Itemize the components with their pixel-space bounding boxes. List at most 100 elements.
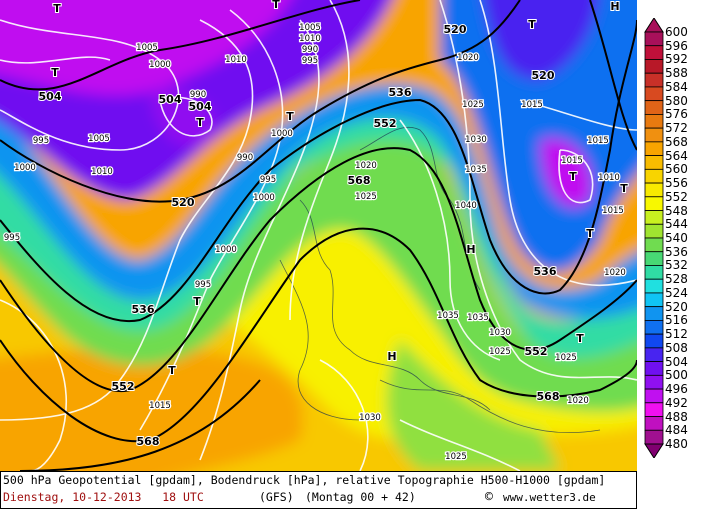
pressure-label: 1030 <box>465 135 487 145</box>
legend-label: 548 <box>665 203 688 218</box>
legend-label: 516 <box>665 313 688 328</box>
low-pressure-marker: T <box>196 116 204 129</box>
geopotential-label: 536 <box>132 303 155 316</box>
legend-label: 524 <box>665 285 688 300</box>
contour-labels: 504 504 504 520 520 536 552 568 520 536 552 568 536 5… <box>3 0 630 463</box>
legend-swatch <box>644 210 664 225</box>
low-pressure-marker: T <box>168 364 176 377</box>
legend-swatch <box>644 86 664 102</box>
high-pressure-marker: H <box>387 350 396 363</box>
pressure-label: 1015 <box>149 401 171 411</box>
legend-label: 508 <box>665 340 688 355</box>
low-pressure-marker: T <box>620 182 628 195</box>
pressure-label: 1000 <box>253 193 275 203</box>
legend-swatch <box>644 265 664 280</box>
legend-swatch <box>644 278 664 294</box>
geopotential-label: 520 <box>172 196 195 209</box>
legend-swatch <box>644 196 664 211</box>
pressure-label: 1035 <box>467 313 489 323</box>
legend-swatch <box>644 333 664 349</box>
legend-label: 536 <box>665 244 688 259</box>
pressure-label: 1020 <box>355 161 377 171</box>
pressure-label: 1000 <box>14 163 36 173</box>
forecast-date: Dienstag, 10-12-2013 18 UTC <box>3 490 204 504</box>
legend-label: 484 <box>665 423 688 438</box>
coastlines <box>279 126 601 434</box>
pressure-label: 995 <box>33 136 49 146</box>
legend-label: 584 <box>665 79 688 94</box>
low-pressure-marker: T <box>272 0 280 11</box>
legend-swatch <box>644 168 664 184</box>
legend-swatch <box>644 141 664 157</box>
legend-label: 540 <box>665 231 688 245</box>
pressure-label: 1030 <box>489 328 511 338</box>
low-pressure-marker: T <box>576 332 584 345</box>
legend-label: 556 <box>665 176 688 191</box>
legend-swatch <box>644 59 664 74</box>
legend-swatch <box>644 31 664 47</box>
legend-label: 564 <box>665 148 688 163</box>
legend-swatch <box>644 251 664 266</box>
pressure-label: 990 <box>190 90 206 100</box>
pressure-label: 1025 <box>445 452 467 462</box>
legend-label: 500 <box>665 368 688 383</box>
legend-swatch <box>644 292 664 308</box>
legend-swatch <box>644 319 664 335</box>
legend-label: 492 <box>665 395 688 410</box>
legend-swatch <box>644 182 664 198</box>
pressure-label: 990 <box>237 153 253 163</box>
weather-map: 504 504 504 520 520 536 552 568 520 536 552 568 536 5… <box>0 0 637 471</box>
legend-label: 532 <box>665 258 688 273</box>
legend-swatch <box>644 416 664 431</box>
pressure-label: 1010 <box>91 167 113 177</box>
legend-label: 512 <box>665 327 688 342</box>
legend-label: 480 <box>665 437 688 451</box>
legend-swatch <box>644 361 664 376</box>
geopotential-label: 568 <box>537 390 560 403</box>
pressure-label: 1020 <box>457 53 479 63</box>
legend-swatch <box>644 402 664 417</box>
legend-label: 576 <box>665 107 688 122</box>
legend-label: 592 <box>665 52 688 67</box>
legend-label: 528 <box>665 272 688 287</box>
map-caption: 500 hPa Geopotential [gpdam], Bodendruck… <box>0 471 637 509</box>
legend-swatch <box>644 45 664 60</box>
geopotential-label: 504 <box>39 90 62 103</box>
pressure-label: 1000 <box>215 245 237 255</box>
legend-label: 520 <box>665 299 688 314</box>
legend-swatch <box>644 114 664 129</box>
legend-label: 504 <box>665 354 688 369</box>
pressure-label: 1015 <box>521 100 543 110</box>
legend-arrow-top <box>644 18 664 33</box>
model-run: (Montag 00 + 42) <box>305 490 416 504</box>
geopotential-label: 504 <box>189 100 212 113</box>
pressure-label: 995 <box>195 280 211 290</box>
site-link[interactable]: www.wetter3.de <box>503 491 596 504</box>
geopotential-label: 536 <box>534 265 557 278</box>
legend-arrow-bottom <box>644 443 664 458</box>
legend-swatch <box>644 429 664 445</box>
legend-label: 572 <box>665 121 688 136</box>
legend-swatch <box>644 223 664 239</box>
legend-label: 552 <box>665 189 688 204</box>
geopotential-label: 568 <box>348 174 371 187</box>
legend-swatch <box>644 306 664 321</box>
legend-swatch <box>644 100 664 115</box>
geopotential-contours <box>0 0 637 471</box>
legend-swatch <box>644 237 664 253</box>
pressure-label: 1000 <box>271 129 293 139</box>
pressure-label: 1040 <box>455 201 477 211</box>
model-name: (GFS) <box>259 490 294 504</box>
low-pressure-marker: T <box>51 66 59 79</box>
legend-label: 560 <box>665 162 688 177</box>
pressure-label: 1020 <box>604 268 626 278</box>
low-pressure-marker: T <box>569 170 577 183</box>
pressure-label: 1005 <box>136 43 158 53</box>
pressure-label: 1035 <box>465 165 487 175</box>
pressure-label: 1025 <box>462 100 484 110</box>
high-pressure-marker: H <box>466 243 475 256</box>
pressure-label: 1010 <box>299 34 321 44</box>
legend-swatch <box>644 72 664 88</box>
geopotential-label: 520 <box>444 23 467 36</box>
legend-swatch <box>644 347 664 363</box>
